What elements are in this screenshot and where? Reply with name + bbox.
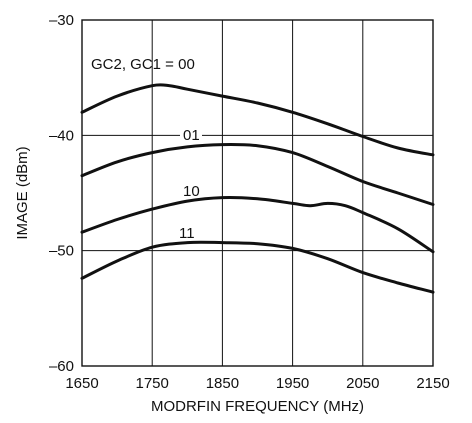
y-tick-labels: –30 –40 –50 –60: [49, 12, 74, 375]
curve-label-10: 10: [183, 183, 200, 200]
curves: [80, 83, 435, 294]
curve-label-01-background: [180, 127, 202, 142]
x-tick-label: 1950: [276, 375, 309, 392]
x-tick-label: 1750: [136, 375, 169, 392]
x-axis-title: MODRFIN FREQUENCY (MHz): [151, 398, 364, 415]
y-axis-title: IMAGE (dBm): [14, 146, 31, 239]
curve-label-01: 01: [183, 127, 200, 144]
x-tick-label: 1650: [65, 375, 98, 392]
series-line-11: [80, 240, 435, 294]
series-line-10: [80, 195, 435, 254]
y-tick-label: –30: [49, 12, 74, 29]
curve-label-11: 11: [179, 225, 195, 242]
x-tick-labels: 1650 1750 1850 1950 2050 2150: [65, 375, 449, 392]
x-tick-label: 2150: [416, 375, 449, 392]
series-line-01: [80, 143, 435, 206]
x-tick-label: 2050: [346, 375, 379, 392]
plot-frame: [81, 19, 434, 367]
y-tick-label: –60: [49, 358, 74, 375]
y-tick-label: –50: [49, 243, 74, 260]
curve-label-00: GC2, GC1 = 00: [91, 56, 195, 73]
x-tick-label: 1850: [206, 375, 239, 392]
series-line-00: [80, 83, 435, 157]
y-tick-label: –40: [49, 127, 74, 144]
